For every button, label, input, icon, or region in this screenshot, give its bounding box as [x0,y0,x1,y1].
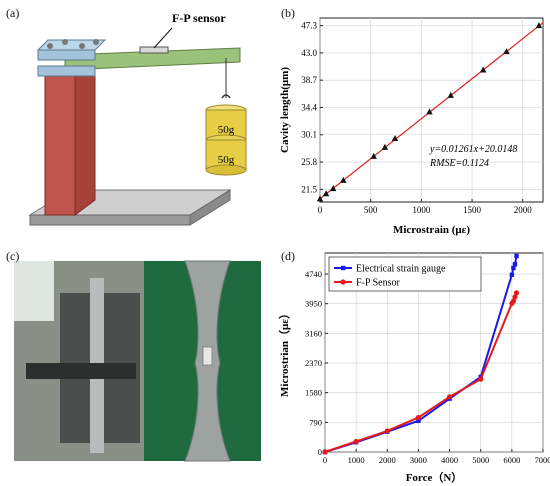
data-point [446,394,453,400]
test-photo [14,260,261,462]
x-tick-label: 5000 [472,455,489,465]
bolt-icon [79,43,85,49]
cable-bundle [26,363,136,379]
y-tick-label: 1580 [305,388,322,398]
data-point [513,290,520,296]
fp-sensor-chip [139,46,169,54]
data-point [416,418,421,424]
hook-icon [221,94,231,99]
cantilever-illustration: 50g 50g F-P sensor [28,11,247,226]
data-point [478,376,484,382]
y-tick-label: 21.5 [301,184,317,194]
legend-label-0: Electrical strain gauge [356,264,446,275]
data-point [512,294,518,300]
data-point [353,438,359,445]
y-tick-label: 43.0 [301,48,317,58]
x-tick-label: 0 [323,455,327,465]
panel-label-d: (d) [281,249,295,263]
data-point [340,176,347,183]
data-point [511,265,516,271]
y-tick-label: 38.7 [301,75,317,85]
data-point [384,428,390,434]
data-point [510,298,517,304]
y-tick-label: 0 [318,447,322,457]
data-point [514,253,519,259]
x-axis-label: Force（N） [406,471,463,484]
y-tick-label: 2370 [305,358,322,368]
data-point [535,22,543,29]
y-tick-label: 34.4 [301,102,317,112]
fp-sensor-label: F-P sensor [172,11,226,25]
data-point [329,185,337,192]
data-point [381,143,389,150]
y-tick-label: 3950 [305,299,322,309]
y-axis-label: Cavity length(μm) [279,67,291,153]
legend-marker [340,279,346,285]
x-tick-label: 1000 [348,455,365,465]
legend-marker [341,265,346,271]
chart-b: 0 500 1000 1500 2000 21.5 25.8 30.1 34.4 38.7 43.0… [279,17,544,236]
clamp-upper-front [37,49,96,61]
x-tick-label: 0 [318,205,323,215]
x-tick-label: 7000 [535,455,550,465]
panel-label-a: (a) [6,6,20,20]
cantilever-beam [64,47,241,71]
column-side [74,61,96,216]
bolt-icon [93,39,99,45]
fit-equation-annotation: y=0.01261x+20.0148 [429,144,517,155]
x-tick-label: 6000 [503,455,520,465]
clamp-lower-front [37,65,96,77]
panel-label-b: (b) [281,6,295,20]
y-tick-label: 30.1 [301,130,317,140]
data-point [512,262,518,267]
panel-a: 50g 50g F-P sensor (a) [0,0,275,243]
data-point [322,190,330,197]
y-tick-label: 790 [309,417,322,427]
y-axis-label: Microstrian（με） [278,308,291,397]
y-tick-label: 47.3 [301,21,317,31]
data-point [370,152,377,159]
x-tick-label: 4000 [441,455,458,465]
legend-label-1: F-P Sensor [356,278,400,289]
bolt-icon [62,39,68,45]
x-tick-label: 3000 [410,455,427,465]
data-point [503,48,510,55]
data-point [426,108,433,115]
weight-bottom-ellipse [205,164,247,176]
data-point [447,91,454,98]
data-point [316,195,324,202]
x-tick-label: 2000 [514,205,533,215]
y-tick-label: 25.8 [301,157,317,167]
data-point [509,272,515,277]
fp-sensor-closeup [202,346,213,366]
panel-c: (c) [0,243,275,486]
y-tick-label: 3160 [305,328,322,338]
weight-upper-label: 50g [218,124,235,136]
base-plate-front [29,214,191,226]
panel-label-c: (c) [6,249,20,263]
data-point [479,66,487,73]
data-point [391,135,399,142]
data-point [415,414,422,421]
column-front [44,74,76,216]
x-tick-label: 2000 [379,455,396,465]
chart-d: 0 1000 2000 3000 4000 5000 6000 7000 0 790 1580 237… [278,252,550,484]
photo-window-light [14,261,54,321]
bolt-icon [47,43,53,49]
x-tick-label: 1500 [463,205,482,215]
x-tick-label: 500 [364,205,378,215]
rmse-annotation: RMSE=0.1124 [429,158,489,169]
data-point [322,449,328,455]
legend-box [328,256,482,292]
legend: Electrical strain gauge F-P Sensor [328,256,482,292]
sensor-pointer-line [153,27,173,49]
x-tick-label: 1000 [412,205,431,215]
weight-lower-label: 50g [218,154,235,166]
x-axis-label: Microstrain (με) [393,224,470,236]
y-tick-label: 4740 [305,269,322,279]
base-plate-side [189,189,231,226]
